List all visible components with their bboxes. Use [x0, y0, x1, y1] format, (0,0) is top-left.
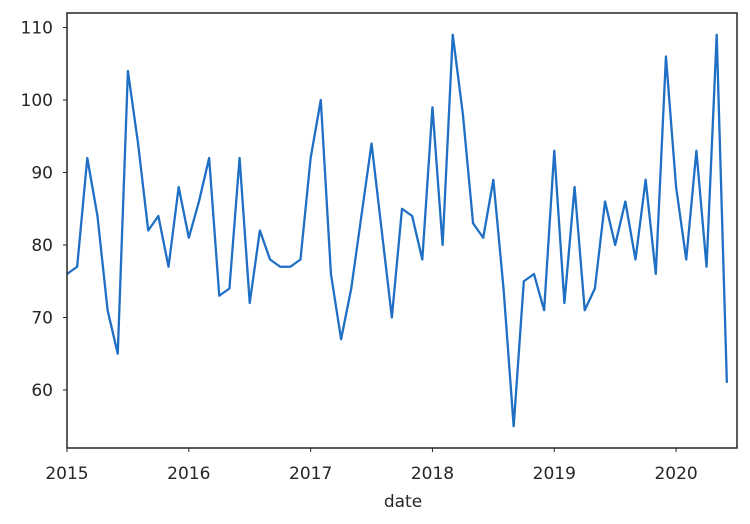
x-tick-label: 2016	[167, 464, 210, 484]
x-tick-label: 2017	[289, 464, 332, 484]
y-tick-label: 90	[31, 164, 53, 184]
plot-area	[66, 33, 728, 428]
plot-frame	[66, 12, 738, 449]
y-tick-label: 110	[21, 19, 53, 39]
y-axis-ticks: 60 70 80 90 100 110	[21, 19, 67, 401]
y-tick-label: 70	[31, 309, 53, 329]
x-tick-label: 2020	[654, 464, 697, 484]
series-line-0	[66, 33, 728, 428]
x-axis-ticks: 2015 2016 2017 2018 2019 2020	[45, 448, 698, 484]
x-axis-label: date	[384, 492, 422, 512]
y-tick-label: 100	[21, 91, 53, 111]
x-tick-label: 2015	[45, 464, 88, 484]
x-tick-label: 2019	[533, 464, 576, 484]
y-tick-label: 80	[31, 236, 53, 256]
y-tick-label: 60	[31, 381, 53, 401]
x-tick-label: 2018	[411, 464, 454, 484]
